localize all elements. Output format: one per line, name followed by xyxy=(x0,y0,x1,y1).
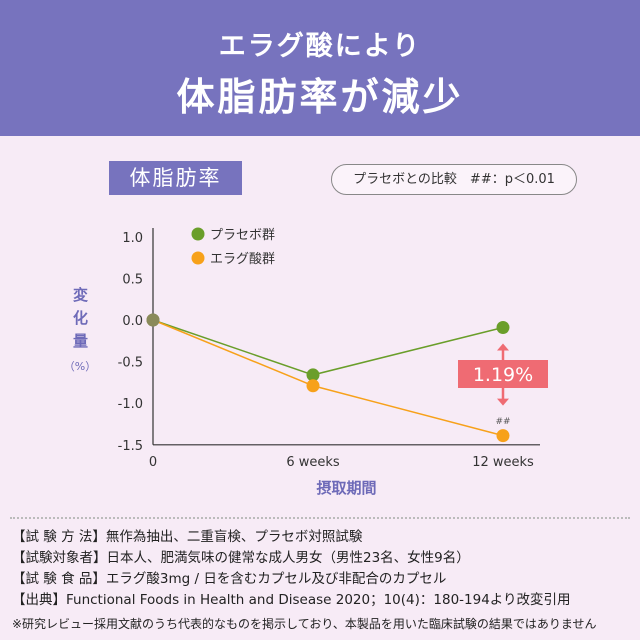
significance-note: プラセボとの比較 ##：p＜0.01 xyxy=(331,164,577,195)
data-point-1-2 xyxy=(496,429,510,443)
note-subjects: 【試験対象者】日本人、肥満気味の健常な成人男女（男性23名、女性9名） xyxy=(12,550,470,566)
data-point-0-2 xyxy=(496,320,510,334)
y-tick-label: 0.5 xyxy=(122,272,143,287)
y-axis-title: 変化量 xyxy=(71,287,89,356)
y-tick-label: 1.0 xyxy=(122,231,143,246)
header-subtitle: エラグ酸により xyxy=(218,31,422,62)
significance-mark: ## xyxy=(495,417,510,427)
x-tick-label: 6 weeks xyxy=(286,455,340,470)
line-chart: 1.0 0.5 0.0 -0.5 -1.0 -1.5 0 6 weeks 12 weeks 摂取期… xyxy=(64,227,548,497)
note-method: 【試 験 方 法】無作為抽出、二重盲検、プラセボ対照試験 xyxy=(12,529,363,545)
x-axis-title: 摂取期間 xyxy=(316,479,376,497)
study-notes: 【試 験 方 法】無作為抽出、二重盲検、プラセボ対照試験 【試験対象者】日本人、… xyxy=(12,527,597,635)
legend-marker-1 xyxy=(191,251,205,265)
y-tick-label: -1.0 xyxy=(118,397,143,412)
x-tick-label: 12 weeks xyxy=(472,455,534,470)
data-point-1-1 xyxy=(306,379,320,393)
difference-badge xyxy=(458,360,548,388)
divider xyxy=(10,517,630,519)
data-point-1-0 xyxy=(146,313,160,327)
arrow-head-up xyxy=(497,343,509,351)
arrow-head-down xyxy=(497,398,509,406)
difference-label: 1.19% xyxy=(473,364,533,386)
data-point-0-1 xyxy=(306,368,320,382)
legend-label-1: エラグ酸群 xyxy=(210,252,275,267)
x-tick-label: 0 xyxy=(149,455,157,470)
chart-label: 体脂肪率 xyxy=(109,161,242,195)
note-source: 【出典】Functional Foods in Health and Disea… xyxy=(12,592,571,608)
legend-marker-0 xyxy=(191,227,205,241)
disclaimer: ※研究レビュー採用文献のうち代表的なものを掲示しており、本製品を用いた臨床試験の… xyxy=(12,617,597,631)
header-title: 体脂肪率が減少 xyxy=(176,75,464,119)
y-tick-label: 0.0 xyxy=(122,314,143,329)
y-tick-label: -1.5 xyxy=(118,439,143,454)
note-food: 【試 験 食 品】エラグ酸3mg / 日を含むカプセル及び非配合のカプセル xyxy=(12,571,447,587)
y-axis-unit: （%） xyxy=(64,360,96,373)
series-line-0 xyxy=(152,319,504,376)
header-banner: エラグ酸により 体脂肪率が減少 xyxy=(0,0,640,136)
y-tick-label: -0.5 xyxy=(118,356,143,371)
legend-label-0: プラセボ群 xyxy=(210,228,275,243)
